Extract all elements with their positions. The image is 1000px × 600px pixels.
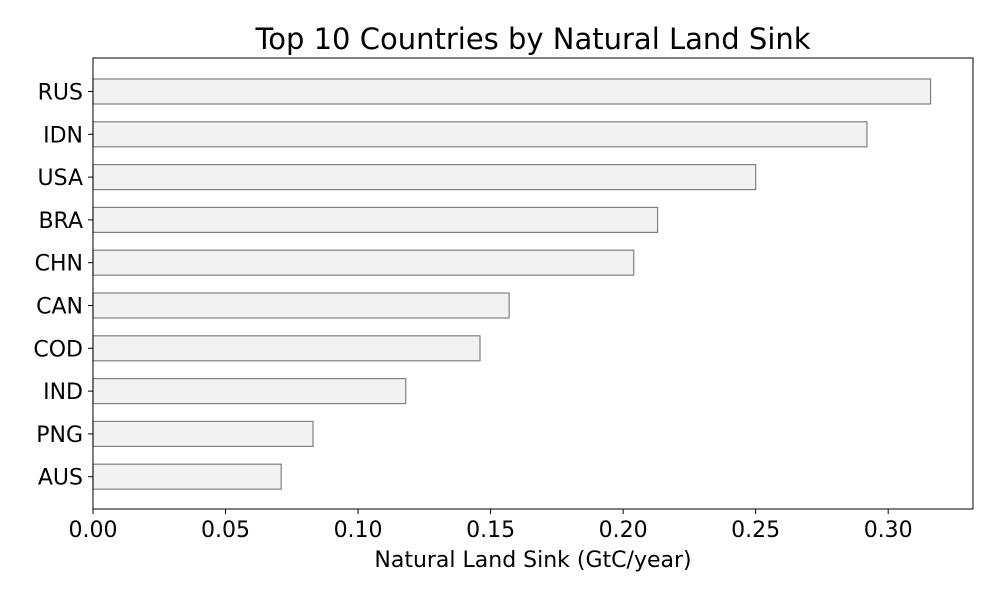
plot-frame — [92, 57, 974, 510]
bar-chn — [92, 249, 635, 276]
bar-rus — [92, 78, 932, 105]
y-tick-label: IDN — [43, 123, 83, 148]
y-tick-label: AUS — [38, 466, 83, 491]
x-tick-label: 0.20 — [599, 518, 648, 543]
bar-bra — [92, 206, 659, 233]
bars-group — [92, 78, 932, 490]
x-tick-label: 0.25 — [731, 518, 780, 543]
x-tick-label: 0.00 — [69, 518, 118, 543]
y-axis: RUS IDN USA BRA CHN CAN COD IND PNG AUS — [33, 81, 93, 491]
x-tick-label: 0.30 — [864, 518, 913, 543]
bar-idn — [92, 121, 868, 148]
y-tick-label: CAN — [36, 295, 83, 320]
x-tick-label: 0.10 — [334, 518, 383, 543]
bar-png — [92, 420, 314, 447]
y-tick-label: COD — [33, 337, 83, 362]
bar-can — [92, 292, 510, 319]
bar-usa — [92, 164, 757, 191]
chart-title: Top 10 Countries by Natural Land Sink — [254, 22, 810, 56]
y-tick-label: USA — [37, 166, 83, 191]
y-tick-label: IND — [43, 380, 83, 405]
y-tick-label: RUS — [38, 81, 83, 106]
x-axis: 0.00 0.05 0.10 0.15 0.20 0.25 0.30 — [69, 509, 913, 543]
x-axis-label: Natural Land Sink (GtC/year) — [374, 548, 691, 573]
x-tick-label: 0.15 — [466, 518, 515, 543]
bar-ind — [92, 378, 407, 405]
bar-aus — [92, 463, 282, 490]
y-tick-label: PNG — [36, 423, 83, 448]
x-tick-label: 0.05 — [201, 518, 250, 543]
y-tick-label: BRA — [38, 209, 83, 234]
y-tick-label: CHN — [35, 252, 83, 277]
bar-cod — [92, 335, 481, 362]
